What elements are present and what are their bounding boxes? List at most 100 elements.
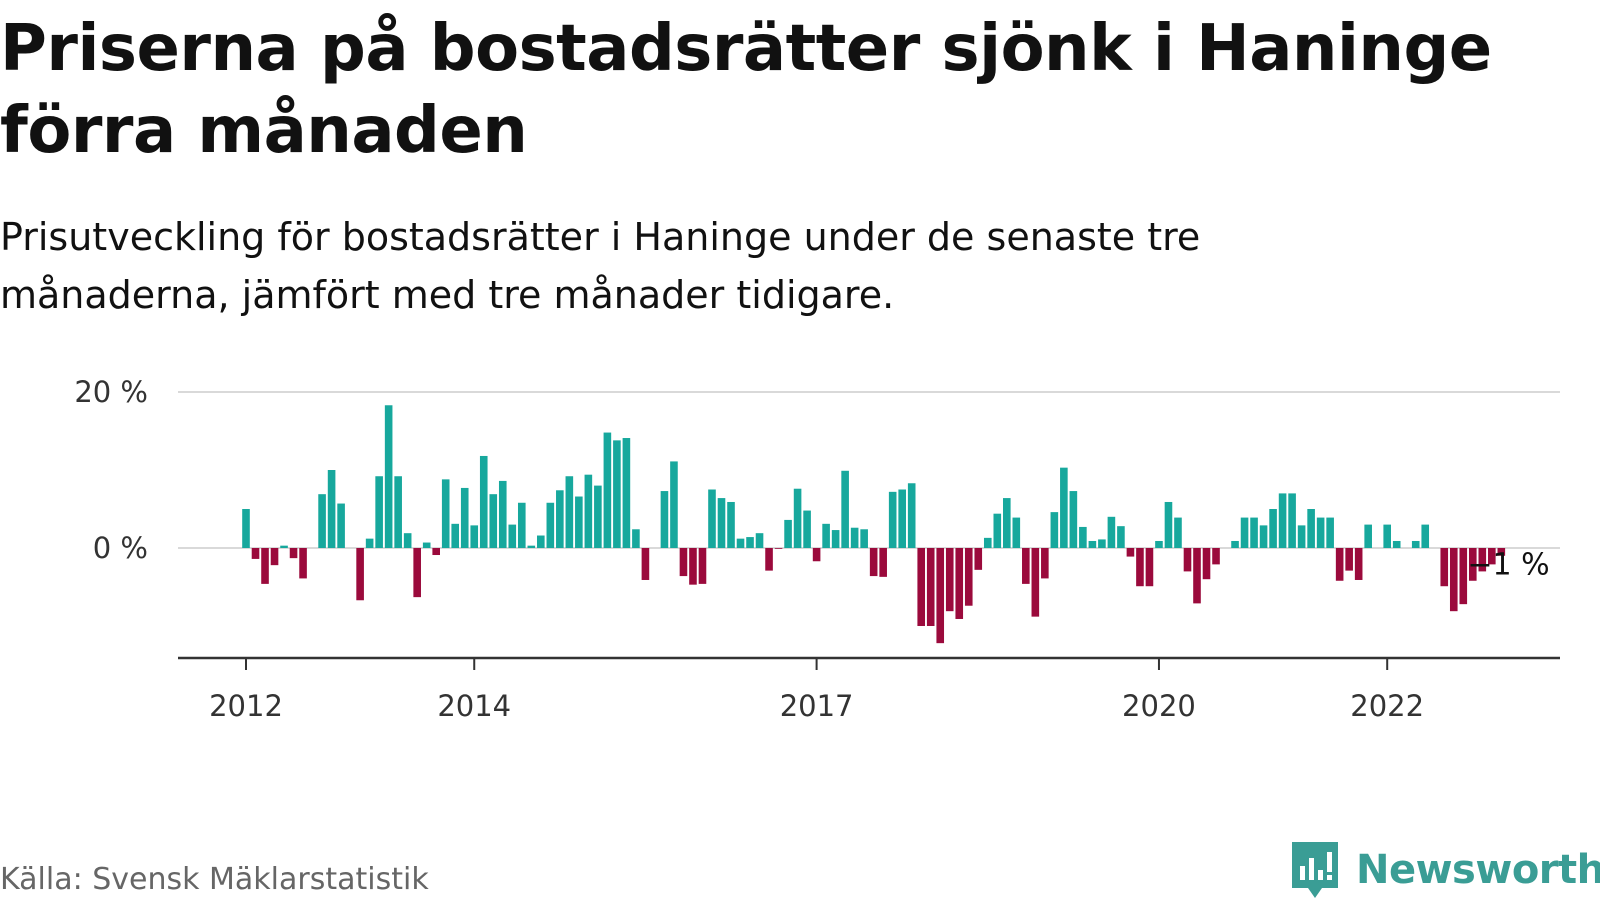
bar [1240, 517, 1249, 548]
bar [460, 487, 469, 548]
bar [1088, 540, 1097, 548]
bar [860, 529, 868, 548]
bar [1155, 540, 1163, 548]
bar [1354, 548, 1363, 580]
bar [1145, 548, 1154, 587]
bar [422, 542, 431, 548]
bar [280, 545, 288, 548]
bar [945, 548, 954, 612]
bar [660, 491, 669, 548]
bar [441, 479, 450, 548]
bar [746, 537, 754, 548]
bar [261, 548, 269, 584]
bar [565, 476, 574, 548]
bar [1060, 467, 1068, 548]
bar [451, 523, 460, 548]
bar [1174, 517, 1182, 548]
bar [784, 519, 792, 548]
bar [489, 494, 498, 548]
bar [1126, 548, 1135, 557]
x-tick-label: 2014 [437, 689, 511, 723]
bar [888, 491, 897, 548]
bar [432, 548, 440, 556]
bar [869, 548, 878, 577]
bar [1202, 548, 1211, 580]
bar [993, 513, 1002, 548]
brand-name: Newsworthy [1356, 847, 1600, 893]
bar [1031, 548, 1040, 617]
bar [1421, 524, 1430, 548]
bar [632, 529, 640, 548]
bar [537, 535, 545, 548]
chart-title: Priserna på bostadsrätter sjönk i Haning… [0, 12, 1492, 168]
x-tick-label: 2012 [209, 689, 283, 723]
y-tick-label: 20 % [74, 375, 148, 409]
bar [1288, 493, 1296, 548]
bar [1383, 524, 1391, 548]
bar [1193, 548, 1201, 604]
bar [793, 488, 802, 548]
bar [755, 533, 764, 548]
bar [375, 476, 383, 548]
bar [955, 548, 964, 619]
bar [964, 548, 973, 606]
bar [498, 480, 507, 548]
bar [1449, 548, 1458, 612]
bar [698, 548, 707, 584]
bar [470, 525, 479, 548]
bar [403, 533, 412, 548]
bar [556, 490, 564, 548]
bar [670, 461, 678, 548]
bar [641, 548, 650, 580]
bar [1269, 509, 1277, 548]
bar [1345, 548, 1353, 571]
bar [613, 440, 621, 548]
bar [1012, 517, 1021, 548]
bar [1459, 548, 1468, 605]
bar [1136, 548, 1144, 587]
bar [584, 474, 593, 548]
bar [603, 432, 612, 548]
bar [270, 548, 279, 566]
bar [622, 438, 631, 548]
brand-logo[interactable]: Newsworthy [1292, 842, 1600, 898]
bar [879, 548, 887, 577]
bar [1297, 525, 1306, 548]
bar [812, 548, 821, 562]
bar [337, 503, 345, 548]
bar [1117, 526, 1125, 548]
bar [765, 548, 773, 571]
bar [1022, 548, 1030, 584]
bar [926, 548, 935, 626]
x-tick-label: 2017 [780, 689, 854, 723]
bars [242, 405, 1506, 644]
bar [841, 470, 849, 548]
bar [1079, 526, 1087, 548]
bar [907, 483, 916, 548]
bar [974, 548, 983, 570]
bar [1411, 540, 1420, 548]
bar [1003, 498, 1011, 548]
bar [318, 494, 326, 548]
bar [479, 455, 488, 548]
bar [1107, 516, 1116, 548]
bar [1098, 539, 1106, 548]
x-axis [178, 656, 1560, 670]
bar [1050, 512, 1059, 548]
bar [1440, 548, 1449, 587]
bar [594, 485, 602, 548]
bar [689, 548, 697, 585]
bar [508, 524, 517, 548]
bar [1364, 524, 1372, 548]
labels: 20 % 0 % 2012 2014 2017 2020 2022 −1 % [74, 375, 1549, 723]
bar [1478, 548, 1487, 572]
last-value-label: −1 % [1467, 548, 1549, 583]
bar [1392, 540, 1401, 548]
bar [774, 548, 783, 549]
bar [1041, 548, 1049, 579]
bar [356, 548, 364, 601]
source-note: Källa: Svensk Mäklarstatistik [0, 862, 429, 897]
bar [1326, 517, 1334, 548]
bar [242, 509, 250, 548]
bar [327, 470, 336, 548]
